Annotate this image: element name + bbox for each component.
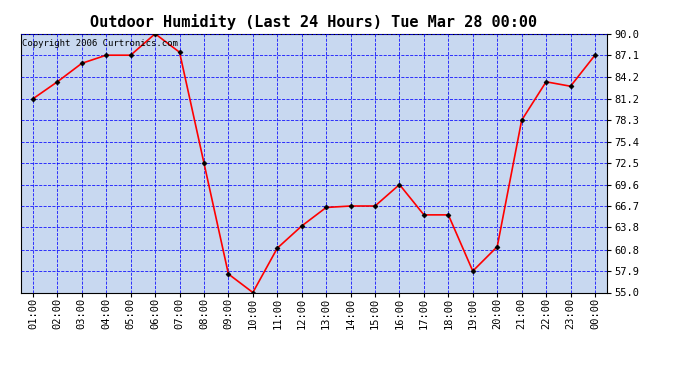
Text: Copyright 2006 Curtronics.com: Copyright 2006 Curtronics.com (23, 39, 178, 48)
Title: Outdoor Humidity (Last 24 Hours) Tue Mar 28 00:00: Outdoor Humidity (Last 24 Hours) Tue Mar… (90, 14, 538, 30)
